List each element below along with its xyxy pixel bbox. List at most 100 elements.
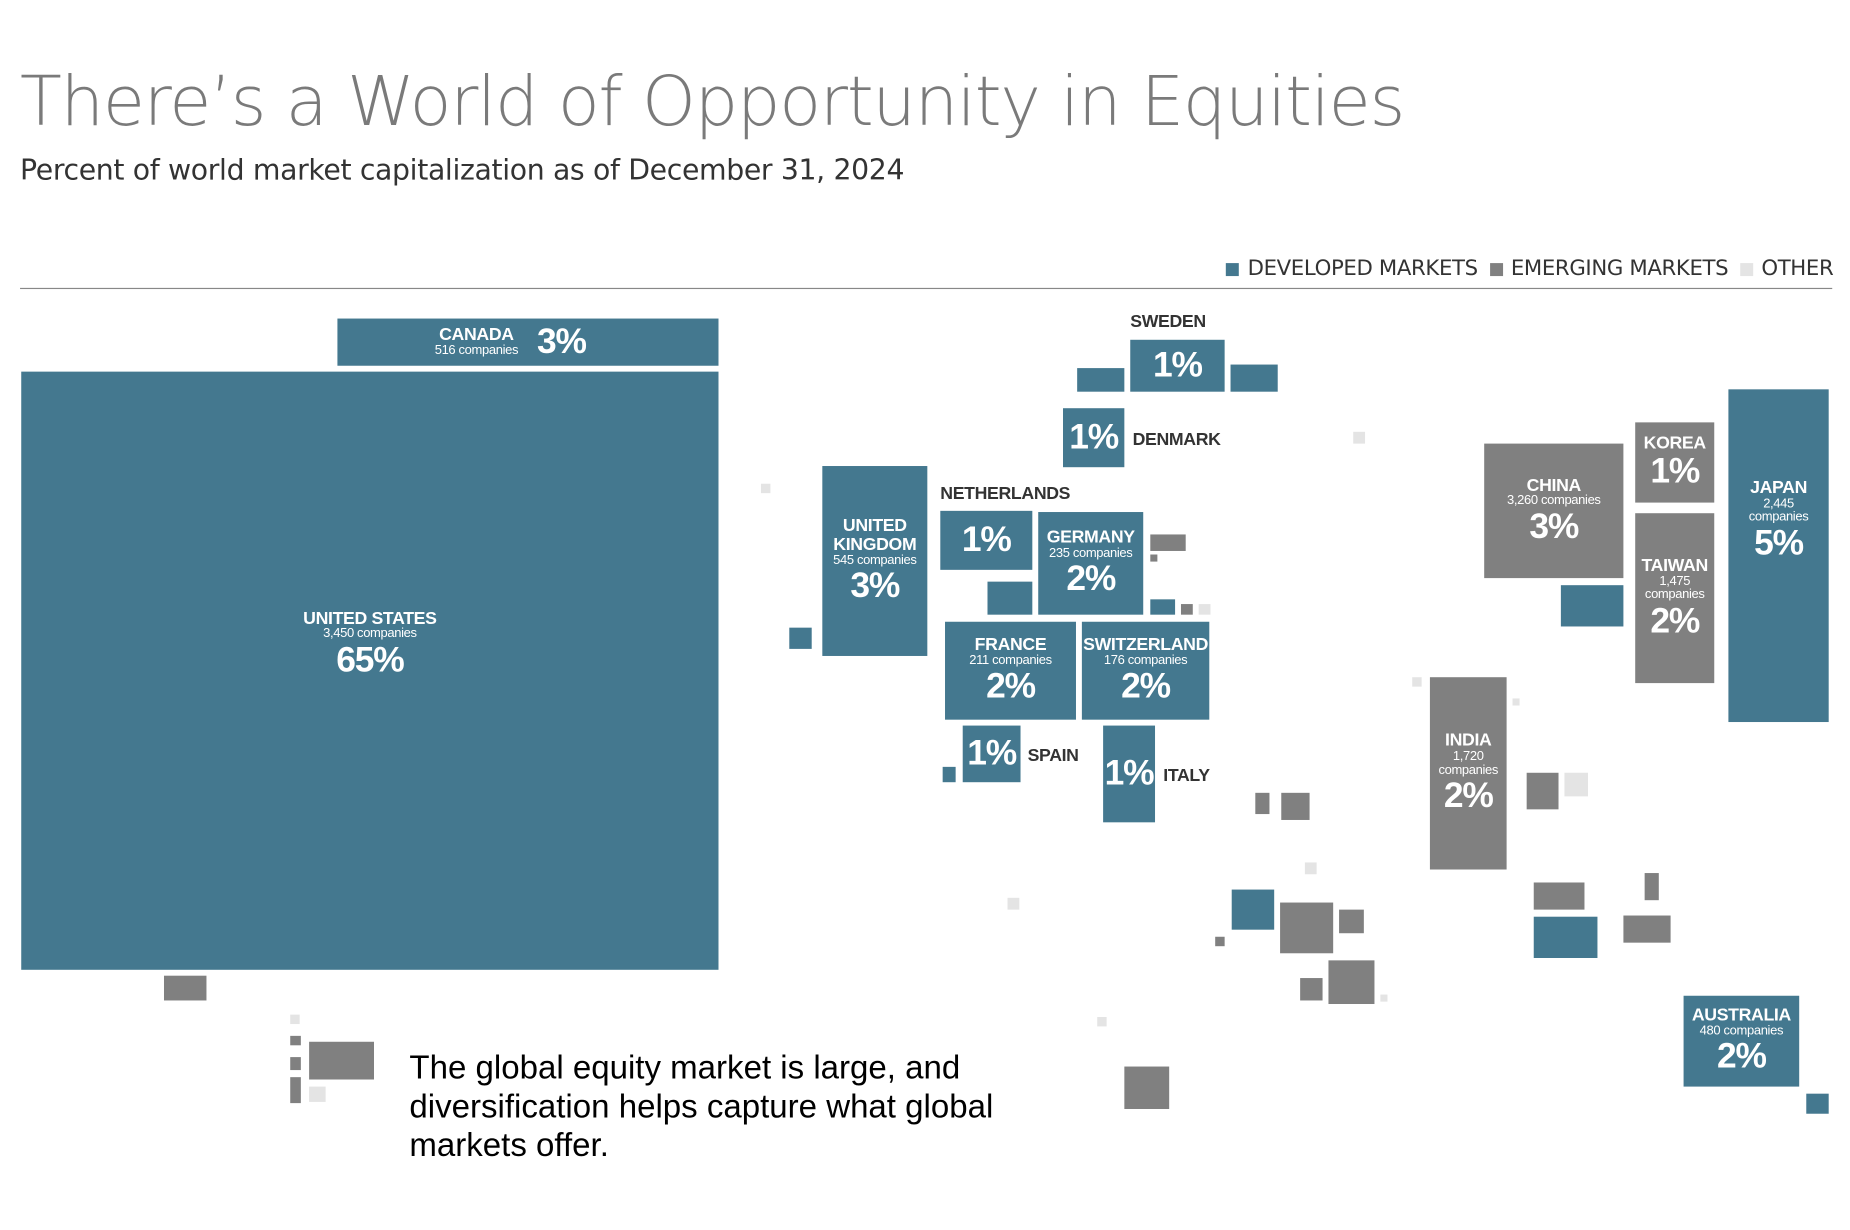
country-companies: 211 companies [969,653,1052,668]
country-percent: 2% [1650,601,1700,641]
market-tile [1150,599,1176,615]
legend: DEVELOPED MARKETS EMERGING MARKETS OTHER [1226,256,1834,281]
country-name: JAPAN [1750,477,1807,498]
market-tile [760,483,771,494]
country-italy: 1% [1103,725,1156,823]
country-netherlands: 1% [940,510,1033,570]
market-tile [1533,882,1585,910]
country-name: FRANCE [974,634,1047,655]
country-companies: 3,450 companies [323,626,417,642]
country-percent: 2% [1121,667,1171,706]
country-denmark: 1% [1062,408,1125,468]
country-name: INDIA [1445,730,1492,751]
country-companies: 3,260 companies [1507,493,1601,508]
country-companies: 1,720 companies [1438,749,1499,778]
market-tile [309,1041,374,1080]
legend-emerging-label: EMERGING MARKETS [1510,256,1729,281]
market-tile [1339,909,1364,934]
country-percent: 3% [537,322,587,362]
market-tile [1512,698,1520,706]
market-tile [1353,431,1366,444]
market-tile [1231,889,1275,930]
country-taiwan: TAIWAN 1,475 companies 2% [1635,513,1715,684]
legend-developed-label: DEVELOPED MARKETS [1247,256,1479,281]
market-tile [1644,873,1659,901]
country-name: UNITED KINGDOM [833,515,917,555]
market-tile [987,581,1033,615]
market-tile [1412,677,1422,687]
country-name: CANADA [439,324,514,345]
market-tile [1180,604,1193,615]
country-sweden: 1% [1130,339,1225,392]
country-companies: 235 companies [1049,546,1133,561]
country-name: GERMANY [1046,527,1135,548]
market-tile [1007,897,1020,910]
country-percent: 2% [1716,1037,1767,1077]
country-percent: 1% [1153,345,1203,385]
country-name: CHINA [1526,474,1582,496]
developed-swatch-icon [1226,262,1240,276]
country-companies: 1,475 companies [1644,574,1705,602]
caption: The global equity market is large, and d… [409,1048,994,1164]
market-tile [1560,585,1624,627]
country-name-italy: ITALY [1163,765,1210,786]
country-germany: GERMANY 235 companies 2% [1038,512,1144,615]
country-name-spain: SPAIN [1027,745,1079,766]
country-companies: 480 companies [1699,1023,1784,1039]
country-name-sweden: SWEDEN [1130,311,1206,332]
market-tile [789,627,812,649]
country-percent: 2% [1443,776,1494,816]
country-united-states: UNITED STATES 3,450 companies 65% [21,371,719,970]
divider [20,287,1833,290]
legend-emerging: EMERGING MARKETS [1489,256,1729,281]
country-percent: 65% [336,640,404,680]
market-tile [1077,368,1125,392]
market-tile [942,766,956,783]
country-korea: KOREA 1% [1635,422,1715,503]
market-tile [1526,772,1559,810]
legend-developed: DEVELOPED MARKETS [1226,256,1479,281]
market-tile [1255,792,1270,815]
country-percent: 3% [1529,507,1579,547]
country-name-netherlands: NETHERLANDS [940,483,1071,504]
page-subtitle: Percent of world market capitalization a… [20,153,905,187]
country-spain: 1% [962,725,1021,783]
country-name: UNITED STATES [303,608,437,629]
country-name: SWITZERLAND [1083,634,1209,655]
market-tile [290,1035,301,1046]
legend-other: OTHER [1740,256,1834,281]
market-tile [1300,978,1323,1001]
country-companies: 2,445 companies [1748,496,1809,524]
country-percent: 2% [986,667,1036,706]
country-percent: 1% [1104,754,1155,794]
market-tile [1564,772,1589,797]
country-name-denmark: DENMARK [1132,429,1221,450]
country-france: FRANCE 211 companies 2% [945,621,1076,720]
country-percent: 1% [1069,417,1119,457]
country-percent: 2% [1066,559,1116,599]
market-tile [309,1086,326,1102]
country-percent: 5% [1754,523,1804,563]
market-tile [1124,1066,1170,1110]
country-percent: 1% [967,734,1017,774]
other-swatch-icon [1740,262,1754,276]
country-companies: 176 companies [1103,653,1188,668]
market-tile [1150,534,1186,551]
market-tile [1280,902,1334,954]
legend-other-label: OTHER [1761,256,1834,281]
market-tile [1198,604,1211,615]
market-tile [1097,1016,1107,1027]
market-tile [1533,916,1598,958]
page-title: There’s a World of Opportunity in Equiti… [20,61,1405,142]
country-percent: 3% [850,566,900,606]
market-tile [290,1014,300,1025]
market-tile [163,975,207,1001]
market-tile [1623,915,1671,943]
market-tile [290,1057,301,1071]
country-name: AUSTRALIA [1691,1005,1791,1026]
market-tile [1806,1093,1829,1114]
market-tile [290,1077,301,1104]
country-companies: 516 companies [434,343,519,358]
emerging-swatch-icon [1489,262,1503,276]
country-name: KOREA [1643,433,1706,454]
